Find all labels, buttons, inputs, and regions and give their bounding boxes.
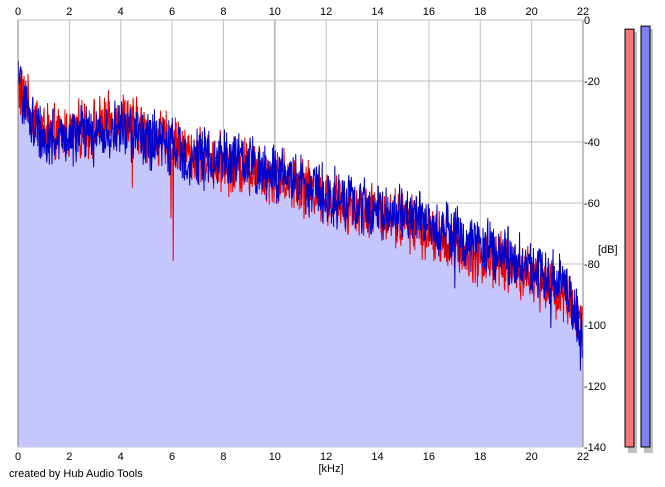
x-tick-label-top: 16 — [423, 6, 435, 18]
credit-text: created by Hub Audio Tools — [9, 468, 143, 480]
x-tick-label-top: 20 — [526, 6, 538, 18]
y-tick-label: -80 — [584, 259, 600, 271]
x-tick-label-bottom: 22 — [577, 451, 589, 463]
level-meter-right — [640, 25, 651, 448]
x-tick-label-top: 8 — [220, 6, 226, 18]
x-tick-label-top: 6 — [169, 6, 175, 18]
plot-frame — [17, 20, 584, 447]
x-tick-label-bottom: 4 — [118, 451, 124, 463]
y-tick-label: -100 — [584, 320, 606, 332]
right-channel-line — [17, 60, 584, 371]
x-tick-label-bottom: 18 — [474, 451, 486, 463]
y-tick-label: -60 — [584, 198, 600, 210]
y-tick-label: -140 — [584, 442, 606, 454]
x-axis-unit: [kHz] — [318, 463, 343, 475]
y-tick-label: 0 — [584, 15, 590, 27]
x-tick-label-bottom: 2 — [66, 451, 72, 463]
y-axis-unit: [dB] — [598, 244, 618, 256]
x-tick-label-top: 14 — [371, 6, 383, 18]
x-tick-label-top: 4 — [118, 6, 124, 18]
x-tick-label-bottom: 10 — [269, 451, 281, 463]
y-tick-label: -40 — [584, 137, 600, 149]
y-tick-label: -20 — [584, 76, 600, 88]
level-meters — [624, 25, 653, 454]
x-tick-label-bottom: 0 — [15, 451, 21, 463]
x-tick-labels-bottom: 0 2 4 6 8 10 12 14 16 18 20 22 — [15, 451, 589, 463]
level-meter-left — [624, 28, 635, 448]
x-tick-label-bottom: 16 — [423, 451, 435, 463]
spectrum-series — [17, 60, 584, 371]
x-tick-labels-top: 0 2 4 6 8 10 12 14 16 18 20 22 — [15, 6, 589, 18]
x-tick-label-bottom: 20 — [526, 451, 538, 463]
x-tick-label-top: 18 — [474, 6, 486, 18]
x-tick-label-top: 12 — [320, 6, 332, 18]
x-tick-label-top: 22 — [577, 6, 589, 18]
x-tick-label-top: 10 — [269, 6, 281, 18]
x-tick-label-bottom: 8 — [220, 451, 226, 463]
x-tick-label-top: 2 — [66, 6, 72, 18]
y-tick-label: -120 — [584, 381, 606, 393]
x-tick-label-bottom: 12 — [320, 451, 332, 463]
x-tick-label-top: 0 — [15, 6, 21, 18]
x-tick-label-bottom: 14 — [371, 451, 383, 463]
y-tick-labels: 0 -20 -40 -60 -80 -100 -120 -140 — [584, 15, 606, 454]
x-tick-label-bottom: 6 — [169, 451, 175, 463]
